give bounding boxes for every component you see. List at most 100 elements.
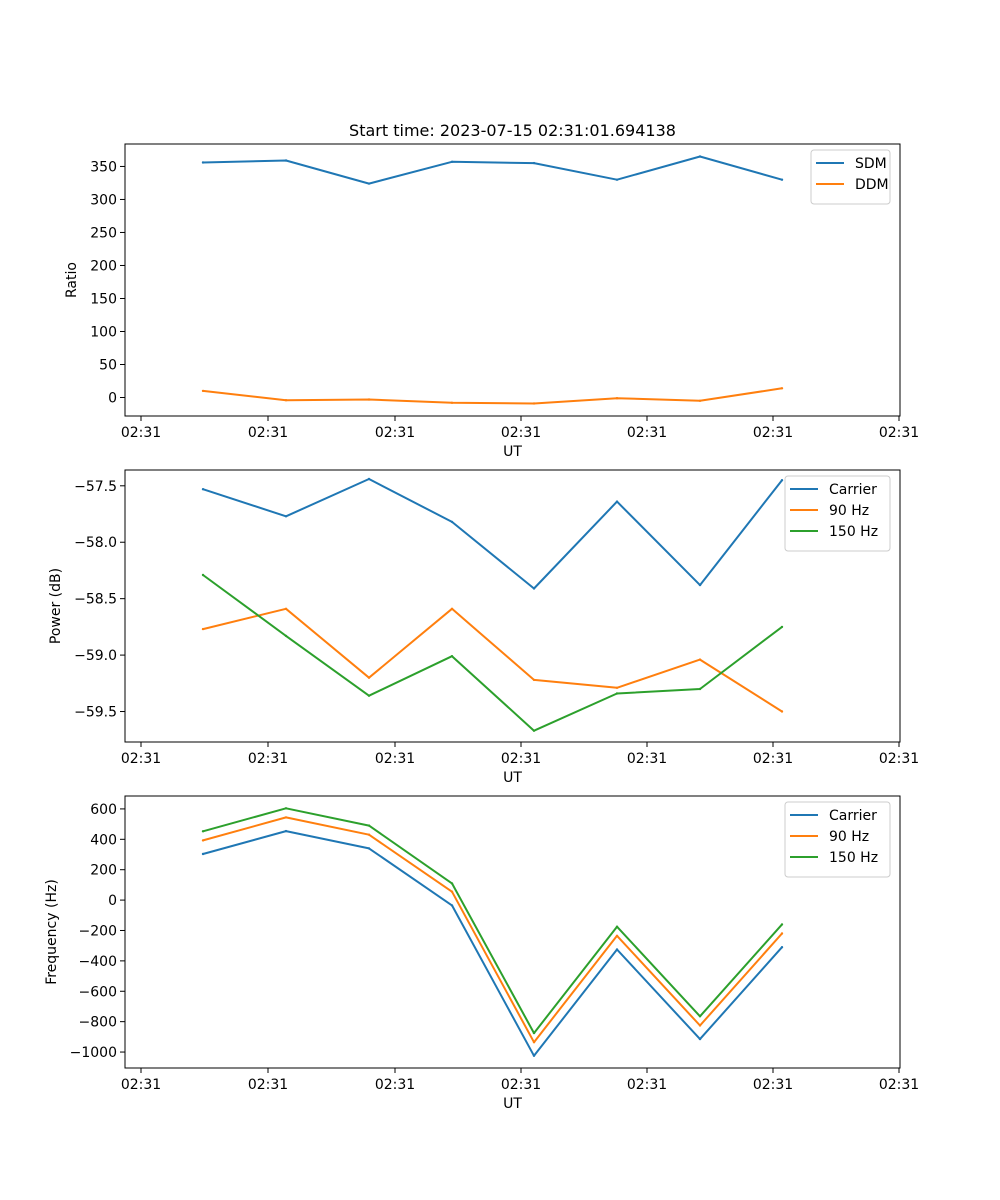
chart-1-x-axis-label: UT [503, 444, 522, 460]
chart-3-y-tick-label: −1000 [70, 1045, 117, 1061]
chart-1-series-2-point [202, 390, 204, 392]
chart-3-y-tick-label: 200 [90, 863, 117, 879]
chart-1-x-tick-label: 02:31 [121, 425, 161, 441]
chart-3-x-tick-label: 02:31 [375, 1077, 415, 1093]
chart-2-x-tick-label: 02:31 [753, 751, 793, 767]
chart-2-y-tick-label: −58.5 [74, 592, 117, 608]
chart-1-series-1-point [781, 179, 783, 181]
chart-1-series-1-point [451, 161, 453, 163]
chart-2-y-tick-label: −58.0 [74, 535, 117, 551]
chart-2-series-3-point [451, 655, 453, 657]
chart-1-series-2-point [368, 398, 370, 400]
chart-2-series-2-point [533, 679, 535, 681]
chart-2-series-3-point [616, 692, 618, 694]
chart-1-series-1-point [202, 161, 204, 163]
chart-2-series-3-point [533, 730, 535, 732]
chart-3-series-2-point [285, 816, 287, 818]
chart-3-series-2-point [616, 935, 618, 937]
chart-2-series-1-point [699, 584, 701, 586]
chart-2-x-axis-label: UT [503, 770, 522, 786]
chart-1-y-tick-label: 250 [90, 225, 117, 241]
chart-3-series-2-point [699, 1024, 701, 1026]
chart-1-series-2-point [451, 402, 453, 404]
chart-3-series-3-point [533, 1032, 535, 1034]
chart-3-legend-label-3: 150 Hz [829, 850, 878, 866]
chart-2-y-axis-label: Power (dB) [48, 568, 64, 644]
chart-3-series-1-point [202, 853, 204, 855]
chart-2-series-2-point [699, 658, 701, 660]
chart-1-series-1-point [616, 179, 618, 181]
chart-2-series-2-point [781, 710, 783, 712]
chart-2-series-3-point [781, 626, 783, 628]
figure-title: Start time: 2023-07-15 02:31:01.694138 [349, 121, 676, 140]
chart-1-series-2-point [699, 400, 701, 402]
chart-3-legend-label-1: Carrier [829, 808, 877, 824]
chart-1-series-1-point [533, 162, 535, 164]
chart-1-y-tick-label: 50 [99, 358, 117, 374]
chart-1-x-tick-label: 02:31 [879, 425, 919, 441]
chart-1-y-tick-label: 100 [90, 324, 117, 340]
chart-3-series-1-point [533, 1055, 535, 1057]
chart-3-series-2-point [781, 932, 783, 934]
chart-3-series-2-point [368, 834, 370, 836]
chart-2-series-1-point [368, 478, 370, 480]
chart-3-x-tick-label: 02:31 [121, 1077, 161, 1093]
chart-2-legend-label-1: Carrier [829, 482, 877, 498]
chart-1-y-tick-label: 200 [90, 258, 117, 274]
chart-3-x-tick-label: 02:31 [879, 1077, 919, 1093]
chart-3-x-tick-label: 02:31 [753, 1077, 793, 1093]
chart-2-series-3-point [202, 574, 204, 576]
chart-1-x-tick-label: 02:31 [627, 425, 667, 441]
chart-1-series-1-point [368, 182, 370, 184]
chart-3-series-1-point [285, 830, 287, 832]
chart-3-y-tick-label: −400 [79, 954, 117, 970]
chart-1-x-tick-label: 02:31 [375, 425, 415, 441]
chart-2-series-2-point [616, 687, 618, 689]
chart-3-x-axis-label: UT [503, 1096, 522, 1112]
chart-2-x-tick-label: 02:31 [627, 751, 667, 767]
chart-1-series-2-point [616, 397, 618, 399]
chart-2-series-3-point [699, 688, 701, 690]
chart-3-series-3-point [451, 882, 453, 884]
figure: Start time: 2023-07-15 02:31:01.694138 0… [0, 0, 1000, 1200]
chart-1-series-2-point [533, 402, 535, 404]
chart-1-series-2-point [781, 387, 783, 389]
chart-2-x-tick-label: 02:31 [248, 751, 288, 767]
chart-1-x-tick-label: 02:31 [753, 425, 793, 441]
chart-2-y-tick-label: −57.5 [74, 479, 117, 495]
chart-2-series-2-point [285, 608, 287, 610]
chart-2-series-1-point [533, 587, 535, 589]
chart-3-legend-label-2: 90 Hz [829, 829, 869, 845]
chart-2-series-2-point [202, 628, 204, 630]
chart-2-series-2-point [451, 608, 453, 610]
chart-2-x-tick-label: 02:31 [879, 751, 919, 767]
chart-1-y-tick-label: 300 [90, 192, 117, 208]
chart-1-series-2-point [285, 399, 287, 401]
chart-3-series-3-point [368, 824, 370, 826]
chart-1-y-tick-label: 0 [108, 391, 117, 407]
chart-3-series-3-point [285, 807, 287, 809]
chart-2-y-tick-label: −59.5 [74, 705, 117, 721]
chart-2-series-1-point [451, 521, 453, 523]
chart-3-x-tick-label: 02:31 [627, 1077, 667, 1093]
chart-1-x-tick-label: 02:31 [248, 425, 288, 441]
chart-3-x-tick-label: 02:31 [248, 1077, 288, 1093]
chart-3-series-2-point [533, 1041, 535, 1043]
chart-2-series-2-point [368, 677, 370, 679]
chart-1-y-tick-label: 350 [90, 159, 117, 175]
chart-3-series-2-point [451, 891, 453, 893]
chart-3-series-2-point [202, 839, 204, 841]
chart-1-x-tick-label: 02:31 [501, 425, 541, 441]
chart-3-series-1-point [451, 904, 453, 906]
chart-3-series-1-point [368, 847, 370, 849]
chart-3-y-tick-label: 0 [108, 893, 117, 909]
chart-2-series-1-point [616, 500, 618, 502]
chart-1-legend-label-2: DDM [855, 177, 889, 193]
chart-2-series-3-point [285, 635, 287, 637]
chart-2-series-1-point [781, 479, 783, 481]
chart-3-series-3-point [699, 1015, 701, 1017]
chart-3-y-tick-label: −800 [79, 1015, 117, 1031]
chart-2-x-tick-label: 02:31 [375, 751, 415, 767]
chart-3-y-tick-label: −600 [79, 984, 117, 1000]
chart-2-legend-label-2: 90 Hz [829, 503, 869, 519]
